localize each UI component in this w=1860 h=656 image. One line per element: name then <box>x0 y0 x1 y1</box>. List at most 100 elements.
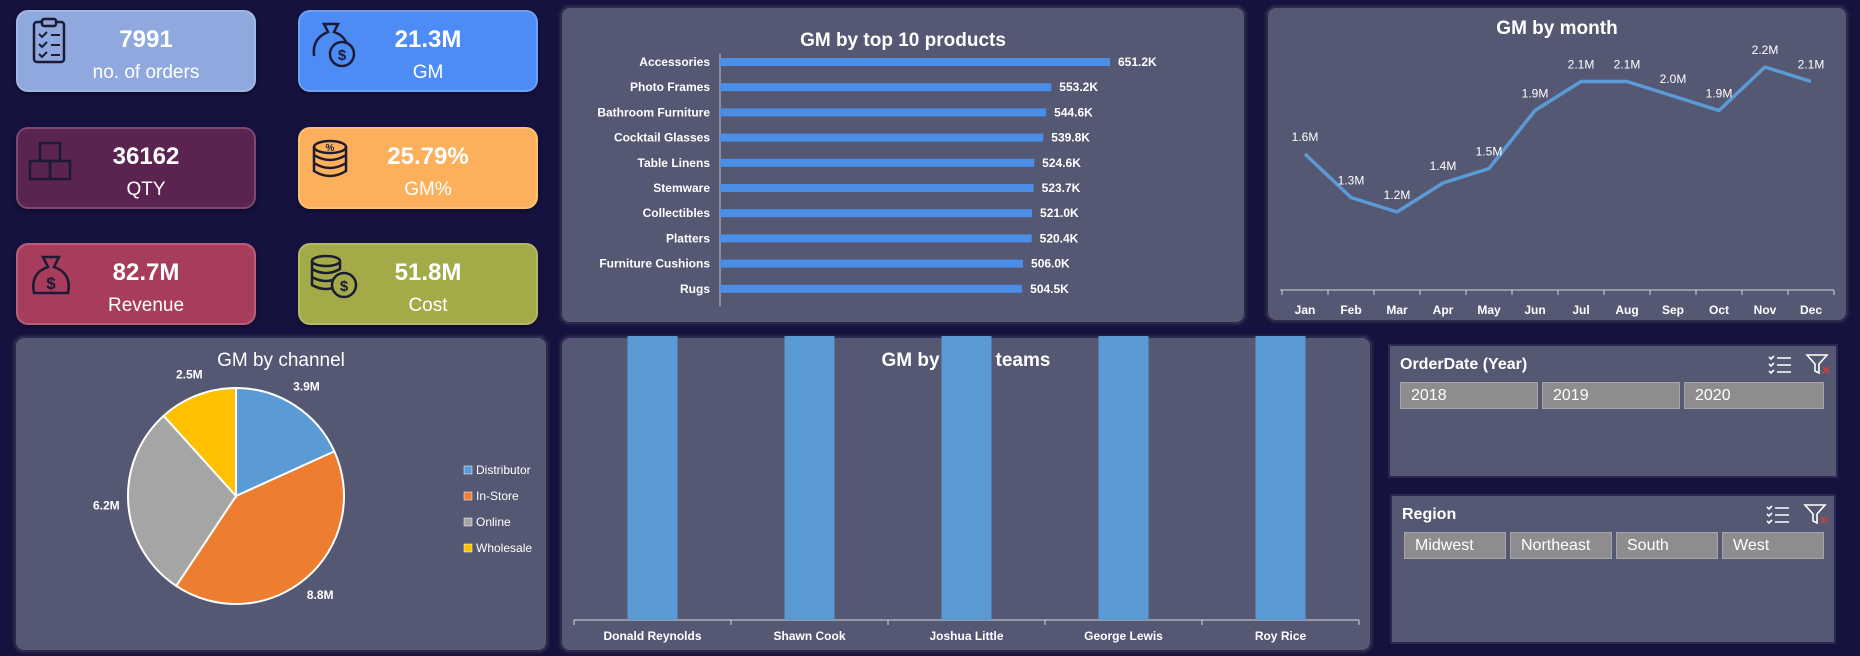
region-option-northeast[interactable]: Northeast <box>1510 532 1612 559</box>
product-data-label: 553.2K <box>1059 80 1098 94</box>
product-category-label: Platters <box>666 231 710 245</box>
month-data-label: 1.5M <box>1476 145 1503 159</box>
product-bar <box>720 58 1110 66</box>
kpi-qty-label: QTY <box>126 179 166 200</box>
pie-slice <box>162 386 237 499</box>
year-option-2019[interactable]: 2019 <box>1542 382 1680 409</box>
month-data-label: 2.1M <box>1568 58 1595 72</box>
kpi-orders-label: no. of orders <box>92 62 200 83</box>
legend-swatch <box>463 491 473 501</box>
pie-slice <box>235 386 336 498</box>
product-data-label: 506.0K <box>1031 257 1070 271</box>
region-option-west[interactable]: West <box>1722 532 1824 559</box>
kpi-revenue-card: $ 82.7M Revenue <box>16 243 256 325</box>
legend-entry: Distributor <box>476 463 531 477</box>
month-tick-label: Sep <box>1662 303 1684 317</box>
team-category-label: Joshua Little <box>929 629 1003 643</box>
product-bar <box>720 158 1035 167</box>
kpi-orders-card: 7991 no. of orders <box>16 10 256 92</box>
kpi-gm-card: $ 21.3M GM <box>298 10 538 92</box>
channel-chart-title: GM by channel <box>217 350 345 371</box>
month-tick-label: Feb <box>1340 303 1361 317</box>
kpi-orders-value: 7991 <box>119 26 173 53</box>
product-data-label: 521.0K <box>1040 206 1079 220</box>
team-bar <box>941 336 992 620</box>
legend-entry: Wholesale <box>476 541 532 555</box>
month-data-label: 2.0M <box>1660 72 1687 86</box>
pie-slice <box>127 414 238 588</box>
kpi-cost-label: Cost <box>408 295 448 316</box>
product-data-label: 504.5K <box>1030 282 1069 296</box>
month-data-label: 2.1M <box>1614 58 1641 72</box>
team-category-label: Donald Reynolds <box>603 629 701 643</box>
month-tick-label: May <box>1477 303 1501 317</box>
month-tick-label: Oct <box>1709 303 1729 317</box>
boxes-icon <box>28 141 72 181</box>
month-tick-label: Jun <box>1524 303 1545 317</box>
money-bag-coin-icon: $ <box>312 22 356 68</box>
month-tick-label: Nov <box>1754 303 1777 317</box>
kpi-gm-percent-card: % 25.79% GM% <box>298 127 538 209</box>
product-bar <box>720 209 1033 218</box>
channel-pie-chart: 3.9M 8.8M 6.2M 2.5M Distributor In-Store Onlin… <box>93 368 532 605</box>
svg-text:%: % <box>326 143 335 154</box>
coin-stack-dollar-icon: $ <box>310 254 358 299</box>
year-option-2018[interactable]: 2018 <box>1400 382 1538 409</box>
month-data-label: 1.9M <box>1706 87 1733 101</box>
svg-text:$: $ <box>340 278 349 295</box>
team-bar <box>627 336 678 620</box>
products-bar-chart: Accessories 651.2K Photo Frames 553.2K Bathr… <box>597 54 1157 306</box>
money-bag-dollar-icon: $ <box>32 255 70 295</box>
year-slicer-title: OrderDate (Year) <box>1400 356 1528 373</box>
clear-filter-icon[interactable] <box>1802 502 1830 526</box>
kpi-qty-card: 36162 QTY <box>16 127 256 209</box>
products-chart-panel: GM by top 10 products Accessories 651.2K P… <box>558 4 1248 326</box>
year-option-2020[interactable]: 2020 <box>1684 382 1824 409</box>
clear-filter-icon[interactable] <box>1804 352 1832 376</box>
pie-slice <box>174 450 345 605</box>
svg-text:$: $ <box>46 274 56 293</box>
month-series-line <box>1303 65 1812 214</box>
multi-select-icon[interactable] <box>1764 502 1792 526</box>
product-bar <box>720 83 1052 92</box>
pie-data-label: 8.8M <box>307 588 334 602</box>
coin-stack-percent-icon: % <box>312 139 348 178</box>
product-bar <box>720 133 1044 142</box>
legend-swatch <box>463 517 473 527</box>
kpi-gm-percent-label: GM% <box>404 179 452 200</box>
legend-entry: Online <box>476 515 511 529</box>
product-data-label: 651.2K <box>1118 55 1157 69</box>
legend-swatch <box>463 543 473 553</box>
pie-data-label: 3.9M <box>293 380 320 394</box>
kpi-qty-value: 36162 <box>112 143 180 170</box>
product-data-label: 539.8K <box>1051 131 1090 145</box>
product-category-label: Collectibles <box>643 206 711 220</box>
team-bar <box>1255 336 1306 620</box>
legend-entry: In-Store <box>476 489 519 503</box>
month-data-label: 2.2M <box>1752 43 1779 57</box>
month-tick-label: Jul <box>1572 303 1589 317</box>
product-bar <box>720 259 1024 268</box>
region-slicer-title: Region <box>1402 506 1457 523</box>
pie-data-label: 6.2M <box>93 499 120 513</box>
channel-chart-panel: GM by channel 3.9M 8.8M 6.2M 2.5M Distributo… <box>12 334 550 654</box>
product-data-label: 523.7K <box>1042 181 1081 195</box>
multi-select-icon[interactable] <box>1766 352 1794 376</box>
product-category-label: Stemware <box>653 181 710 195</box>
legend-swatch <box>463 465 473 475</box>
region-option-midwest[interactable]: Midwest <box>1404 532 1506 559</box>
month-tick-label: Jan <box>1295 303 1316 317</box>
product-category-label: Table Linens <box>638 156 711 170</box>
kpi-gm-value: 21.3M <box>394 26 462 53</box>
region-option-south[interactable]: South <box>1616 532 1718 559</box>
month-data-label: 1.9M <box>1522 87 1549 101</box>
month-data-label: 1.2M <box>1384 188 1411 202</box>
products-chart-title: GM by top 10 products <box>800 30 1006 51</box>
month-tick-label: Apr <box>1433 303 1454 317</box>
team-category-label: George Lewis <box>1084 629 1163 643</box>
team-category-label: Roy Rice <box>1255 629 1307 643</box>
team-category-label: Shawn Cook <box>773 629 845 643</box>
clipboard-checklist-icon <box>32 17 66 64</box>
product-category-label: Rugs <box>680 282 710 296</box>
month-tick-label: Mar <box>1386 303 1408 317</box>
